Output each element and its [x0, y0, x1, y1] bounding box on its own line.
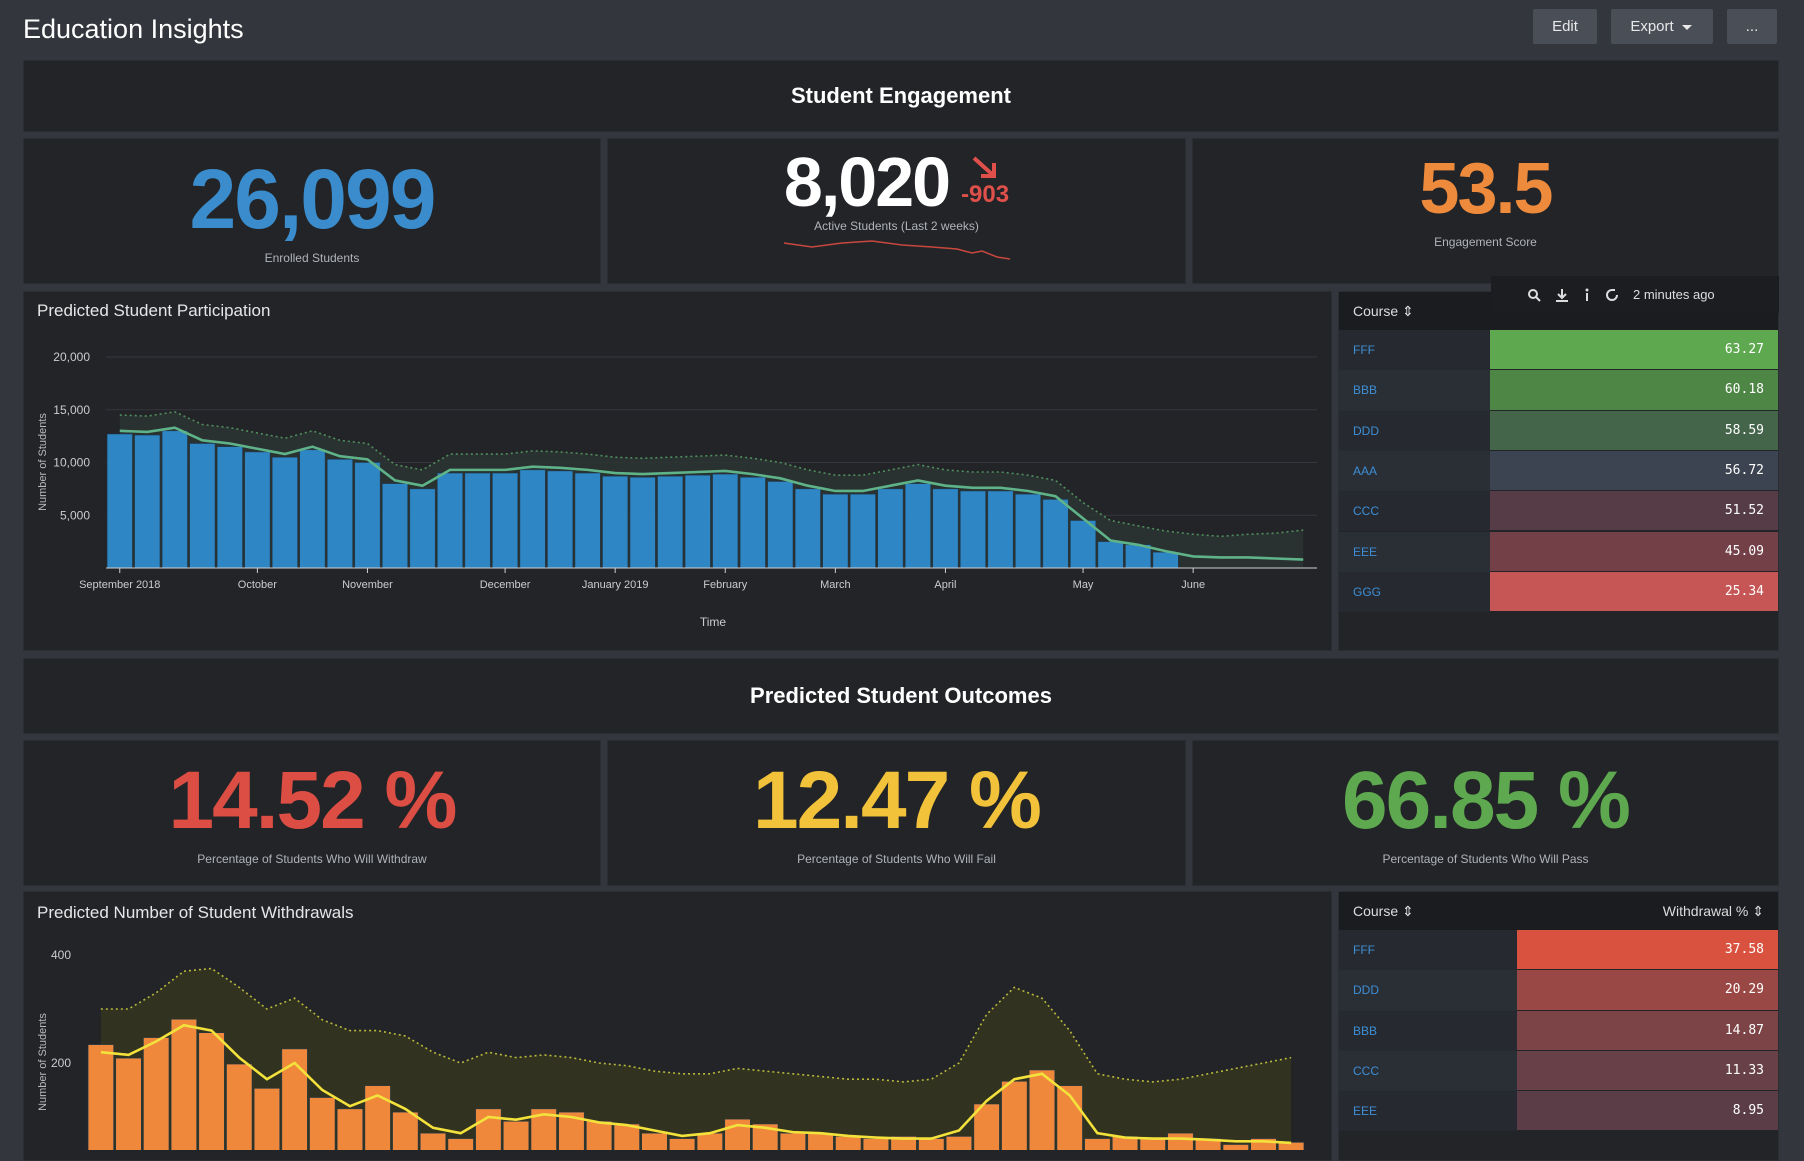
export-button[interactable]: Export [1611, 9, 1713, 44]
kpi-label: Engagement Score [1434, 235, 1537, 249]
column-header: Course ⇕ [1353, 302, 1414, 319]
course-cell: EEE [1339, 1091, 1517, 1132]
value-cell: 60.18 [1490, 370, 1778, 410]
kpi-delta-box: -903 [961, 155, 1009, 209]
value-cell: 58.59 [1490, 410, 1778, 450]
kpi-tile: 8,020 -903 Active Students (Last 2 weeks… [607, 138, 1186, 284]
course-cell: EEE [1339, 531, 1490, 572]
value-cell: 20.29 [1517, 970, 1778, 1010]
kpi-value: 8,020 [783, 143, 951, 221]
more-button[interactable]: ... [1727, 9, 1777, 44]
table-panel: Course ⇕ FFF 63.27 BBB 60.18 DDD 58.59 AAA 56.72… [1338, 291, 1779, 651]
kpi-value-row: 14.52 % [169, 760, 458, 842]
column-header: Withdrawal % ⇕ [1662, 902, 1764, 919]
kpi-value: 26,099 [189, 152, 437, 246]
section-header: Student Engagement [23, 60, 1779, 132]
export-icon[interactable] [1555, 288, 1569, 302]
kpi-tile: 12.47 % Percentage of Students Who Will … [607, 740, 1186, 886]
refresh-time: 2 minutes ago [1633, 287, 1715, 302]
value-cell: 63.27 [1490, 330, 1778, 370]
kpi-label: Enrolled Students [264, 251, 360, 265]
value-cell: 56.72 [1490, 450, 1778, 491]
trend-arrow [972, 156, 997, 178]
info-icon[interactable] [1583, 288, 1591, 302]
course-cell: FFF [1339, 930, 1517, 971]
export-label: Export [1630, 18, 1674, 35]
kpi-unit: % [384, 755, 458, 846]
kpi-label: Active Students (Last 2 weeks) [814, 219, 979, 233]
kpi-label: Percentage of Students Who Will Withdraw [197, 852, 427, 866]
course-cell: CCC [1339, 491, 1490, 532]
course-cell: BBB [1339, 370, 1490, 411]
kpi-row: 8,020 -903 [784, 147, 1009, 217]
kpi-unit: % [1558, 755, 1631, 846]
value-cell: 45.09 [1490, 531, 1778, 571]
chart-panel [23, 291, 1332, 651]
search-icon[interactable] [1527, 288, 1541, 302]
sparkline [783, 240, 1010, 260]
kpi-label: Percentage of Students Who Will Fail [797, 852, 996, 866]
kpi-value: 53.5 [1419, 149, 1553, 229]
kpi-value-row: 66.85 % [1342, 760, 1631, 842]
table-panel: Course ⇕ Withdrawal % ⇕ FFF 37.58 DDD 20.29 BB… [1338, 891, 1779, 1161]
course-cell: CCC [1339, 1050, 1517, 1092]
course-cell: AAA [1339, 450, 1490, 492]
refresh-icon[interactable] [1605, 288, 1619, 302]
kpi-value: 66.85 [1342, 755, 1539, 846]
kpi-tile: 26,099 Enrolled Students [23, 138, 601, 284]
value-cell: 11.33 [1517, 1050, 1778, 1091]
page-title: Education Insights [23, 14, 244, 44]
column-header: Course ⇕ [1353, 902, 1414, 919]
section-header: Predicted Student Outcomes [23, 658, 1779, 734]
course-cell: DDD [1339, 970, 1517, 1011]
kpi-tile: 14.52 % Percentage of Students Who Will … [23, 740, 601, 886]
caret [1681, 24, 1692, 30]
chart-panel [23, 891, 1332, 1161]
course-cell: DDD [1339, 410, 1490, 451]
kpi-tile: 53.5 Engagement Score [1192, 138, 1779, 284]
kpi-value: 12.47 [753, 755, 950, 846]
panel-toolbar: 2 minutes ago [1491, 276, 1779, 313]
value-cell: 25.34 [1490, 571, 1778, 612]
value-cell: 37.58 [1517, 930, 1778, 970]
top-bar: Education Insights Edit Export ... [0, 0, 1804, 56]
course-cell: GGG [1339, 571, 1490, 613]
kpi-value: 14.52 [168, 755, 366, 846]
edit-button[interactable]: Edit [1533, 9, 1597, 44]
value-cell: 8.95 [1517, 1091, 1778, 1131]
value-cell: 51.52 [1490, 491, 1778, 531]
kpi-delta: -903 [961, 181, 1010, 208]
value-cell: 14.87 [1517, 1010, 1778, 1050]
kpi-label: Percentage of Students Who Will Pass [1382, 852, 1589, 866]
kpi-tile: 66.85 % Percentage of Students Who Will … [1192, 740, 1779, 886]
course-cell: FFF [1339, 330, 1490, 371]
kpi-value-row: 12.47 % [753, 760, 1042, 842]
table-header [1339, 892, 1778, 930]
kpi-unit: % [969, 755, 1042, 846]
course-cell: BBB [1339, 1010, 1517, 1051]
